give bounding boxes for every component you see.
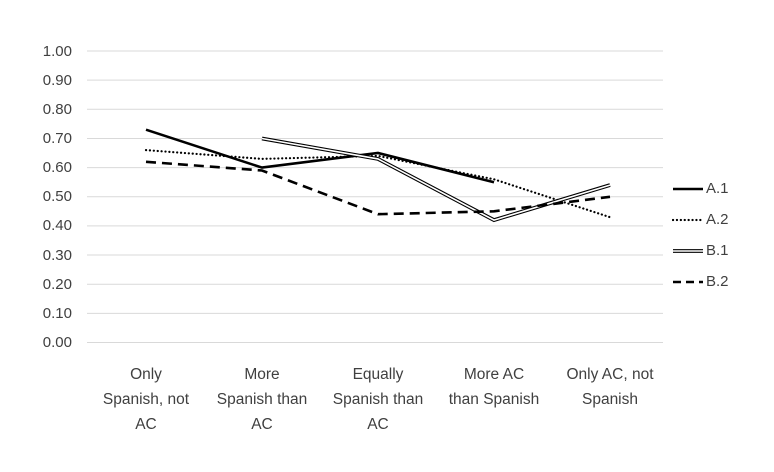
series-line-B.1: [261, 137, 611, 221]
legend-swatch-double-line: [673, 248, 703, 253]
x-axis-label-line: Only: [130, 366, 162, 383]
legend-item-A.1: A.1: [672, 173, 729, 204]
x-axis-label: Only AC, not Spanish: [540, 362, 680, 412]
x-axis-label-line: More AC: [463, 366, 525, 383]
series-line-A.2: [144, 149, 612, 219]
series-line-A.1: [145, 128, 495, 184]
series-line-B.1: [261, 136, 611, 223]
legend-label: A.1: [706, 180, 729, 197]
y-axis-tick-label: 0.40: [42, 217, 72, 235]
x-axis-label: More AC than Spanish: [424, 362, 564, 412]
x-axis-label-line: Only AC, not: [566, 366, 654, 383]
y-axis-tick-label: 0.50: [42, 188, 72, 206]
x-axis-label-line: More: [244, 366, 280, 383]
legend-item-A.2: A.2: [672, 204, 729, 235]
legend-swatch-dashed-line: [673, 280, 703, 283]
x-axis-label-line: Spanish: [581, 391, 638, 408]
legend-item-B.2: B.2: [672, 266, 729, 297]
legend-item-B.1: B.1: [672, 235, 729, 266]
series-line-B.2: [145, 160, 611, 216]
y-axis-tick-label: 0.00: [42, 334, 72, 351]
y-axis-tick-label: 0.30: [42, 246, 72, 264]
y-axis-tick-label: 0.20: [42, 275, 72, 293]
x-axis-label-line: Spanish, not: [102, 391, 190, 408]
x-axis-label: Equally Spanish than AC: [308, 362, 448, 437]
y-axis-tick-label: 0.10: [42, 304, 72, 322]
legend-label: B.2: [706, 273, 729, 290]
y-axis-tick-label: 0.60: [42, 159, 72, 177]
y-axis-tick-label: 0.80: [42, 100, 72, 118]
legend-swatch-dotted-line: [672, 218, 704, 221]
legend-label: A.2: [706, 211, 729, 228]
x-axis-label-line: Spanish than: [216, 391, 308, 408]
x-axis-label: Only Spanish, not AC: [76, 362, 216, 437]
x-axis-label-line: than Spanish: [448, 391, 540, 408]
x-axis-label-line: Spanish than: [332, 391, 424, 408]
y-axis-tick-label: 1.00: [42, 42, 72, 60]
y-axis-tick-label: 0.90: [42, 71, 72, 89]
x-axis-label: More Spanish than AC: [192, 362, 332, 437]
x-axis-label-line: AC: [135, 416, 157, 433]
legend-label: B.1: [706, 242, 729, 259]
x-axis-label-line: Equally: [352, 366, 404, 383]
y-axis-tick-label: 0.70: [42, 129, 72, 147]
x-axis-label-line: AC: [367, 416, 389, 433]
legend: A.1 A.2 B.1 B.2: [672, 173, 729, 297]
legend-swatch-solid-thick-line: [673, 187, 703, 190]
x-axis-label-line: AC: [251, 416, 273, 433]
